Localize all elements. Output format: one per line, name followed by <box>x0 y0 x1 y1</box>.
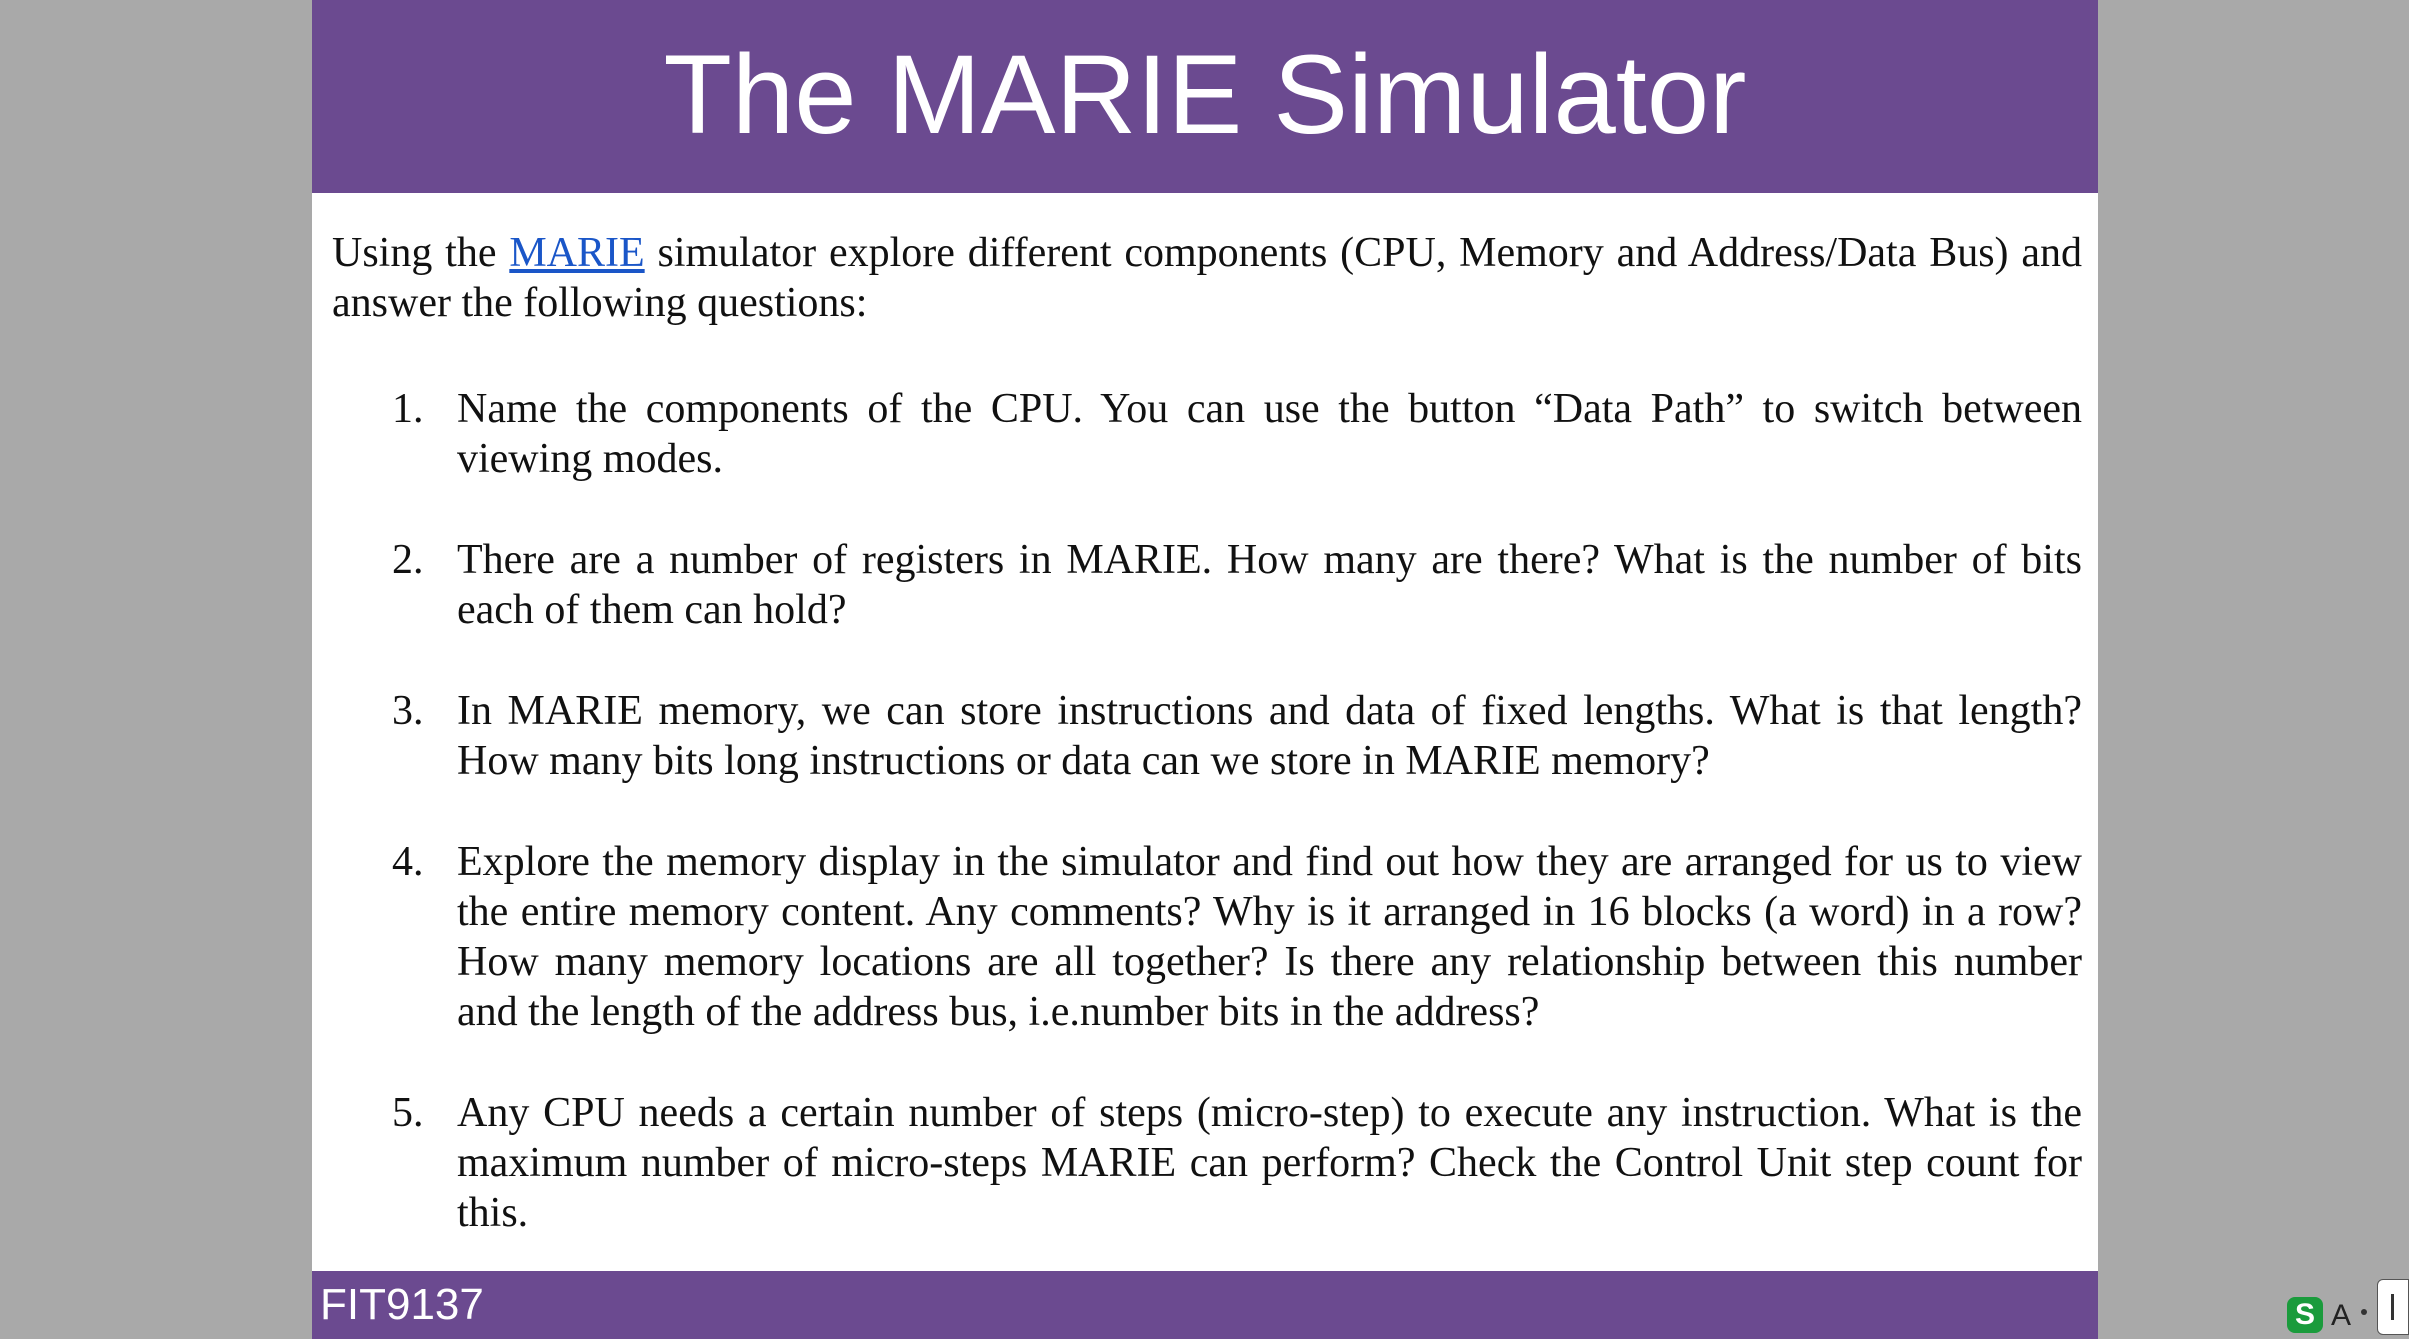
question-item: 4. Explore the memory display in the sim… <box>332 837 2082 1037</box>
intro-text-end: simulator explore different components (… <box>332 230 2083 326</box>
intro-text-start: Using the <box>332 230 510 276</box>
question-item: 3. In MARIE memory, we can store instruc… <box>332 686 2082 786</box>
question-number: 5. <box>392 1090 424 1136</box>
question-item: 1. Name the components of the CPU. You c… <box>332 384 2082 484</box>
input-mode-indicator[interactable]: A <box>2331 1299 2352 1332</box>
slide-header: The MARIE Simulator <box>312 0 2098 193</box>
slide: The MARIE Simulator Using the MARIE simu… <box>312 0 2098 1339</box>
question-text: Name the components of the CPU. You can … <box>457 386 2082 482</box>
question-number: 4. <box>392 839 424 885</box>
sogou-input-icon[interactable]: S <box>2287 1297 2323 1333</box>
question-text: There are a number of registers in MARIE… <box>457 537 2082 633</box>
slide-footer: FIT9137 <box>312 1271 2098 1339</box>
slide-content: Using the MARIE simulator explore differ… <box>332 228 2082 1289</box>
slide-title: The MARIE Simulator <box>663 32 1747 157</box>
intro-paragraph: Using the MARIE simulator explore differ… <box>332 228 2082 328</box>
question-text: Any CPU needs a certain number of steps … <box>457 1090 2082 1236</box>
question-text: Explore the memory display in the simula… <box>457 839 2082 1035</box>
input-method-tray[interactable]: S A <box>2279 1279 2409 1339</box>
question-text: In MARIE memory, we can store instructio… <box>457 688 2082 784</box>
question-number: 2. <box>392 537 424 583</box>
course-code: FIT9137 <box>320 1280 484 1329</box>
questions-list: 1. Name the components of the CPU. You c… <box>332 384 2082 1238</box>
question-item: 2. There are a number of registers in MA… <box>332 535 2082 635</box>
question-number: 1. <box>392 386 424 432</box>
marie-link[interactable]: MARIE <box>509 230 645 276</box>
tray-toggle-handle[interactable] <box>2377 1279 2409 1335</box>
question-number: 3. <box>392 688 424 734</box>
dot-icon <box>2361 1309 2367 1315</box>
question-item: 5. Any CPU needs a certain number of ste… <box>332 1088 2082 1238</box>
